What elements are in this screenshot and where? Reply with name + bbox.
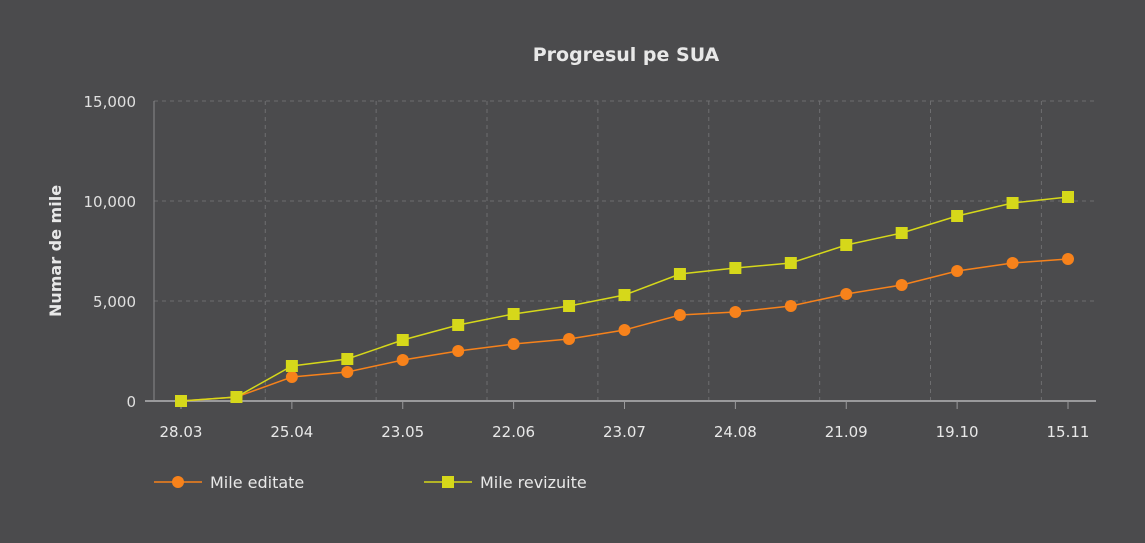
data-point bbox=[563, 300, 576, 312]
series-2 bbox=[175, 191, 1074, 407]
data-point bbox=[784, 257, 797, 269]
data-point bbox=[285, 371, 298, 383]
y-tick-label: 0 bbox=[126, 393, 136, 411]
x-tick-label: 25.04 bbox=[270, 423, 313, 441]
data-point bbox=[563, 333, 576, 345]
legend-item: Mile revizuite bbox=[424, 473, 587, 492]
y-tick-label: 15,000 bbox=[84, 93, 137, 111]
legend-item: Mile editate bbox=[154, 473, 304, 492]
x-tick-label: 21.09 bbox=[825, 423, 868, 441]
data-point bbox=[1006, 197, 1019, 209]
data-point bbox=[673, 268, 686, 280]
x-tick-label: 15.11 bbox=[1047, 423, 1090, 441]
data-point bbox=[729, 262, 742, 274]
data-point bbox=[1062, 253, 1074, 265]
data-point bbox=[452, 319, 465, 331]
legend-marker-square-icon bbox=[442, 476, 454, 488]
chart-title: Progresul pe SUA bbox=[533, 44, 720, 66]
data-point bbox=[507, 338, 520, 350]
data-point bbox=[951, 210, 964, 222]
data-point bbox=[1006, 257, 1019, 269]
y-tick-label: 5,000 bbox=[93, 293, 136, 311]
x-tick-label: 23.05 bbox=[381, 423, 424, 441]
series-1 bbox=[175, 253, 1074, 407]
legend-label: Mile revizuite bbox=[480, 473, 587, 492]
x-tick-label: 22.06 bbox=[492, 423, 535, 441]
data-point bbox=[1062, 191, 1074, 203]
data-point bbox=[452, 345, 465, 357]
legend-marker-circle-icon bbox=[172, 476, 184, 488]
data-point bbox=[507, 308, 520, 320]
data-point bbox=[285, 360, 298, 372]
data-point bbox=[673, 309, 686, 321]
x-tick-label: 23.07 bbox=[603, 423, 646, 441]
data-point bbox=[396, 334, 409, 346]
data-point bbox=[895, 279, 908, 291]
x-tick-label: 24.08 bbox=[714, 423, 757, 441]
data-point bbox=[396, 354, 409, 366]
data-point bbox=[951, 265, 964, 277]
y-axis-label: Numar de mile bbox=[46, 185, 65, 317]
data-point bbox=[618, 289, 631, 301]
y-tick-label: 10,000 bbox=[84, 193, 137, 211]
data-point bbox=[230, 391, 243, 403]
x-tick-label: 19.10 bbox=[936, 423, 979, 441]
data-point bbox=[341, 366, 354, 378]
data-point bbox=[784, 300, 797, 312]
data-point bbox=[840, 239, 853, 251]
data-point bbox=[840, 288, 853, 300]
x-tick-label: 28.03 bbox=[160, 423, 203, 441]
data-point bbox=[618, 324, 631, 336]
data-point bbox=[895, 227, 908, 239]
data-point bbox=[729, 306, 742, 318]
data-point bbox=[341, 353, 354, 365]
data-point bbox=[175, 395, 187, 407]
legend-label: Mile editate bbox=[210, 473, 304, 492]
